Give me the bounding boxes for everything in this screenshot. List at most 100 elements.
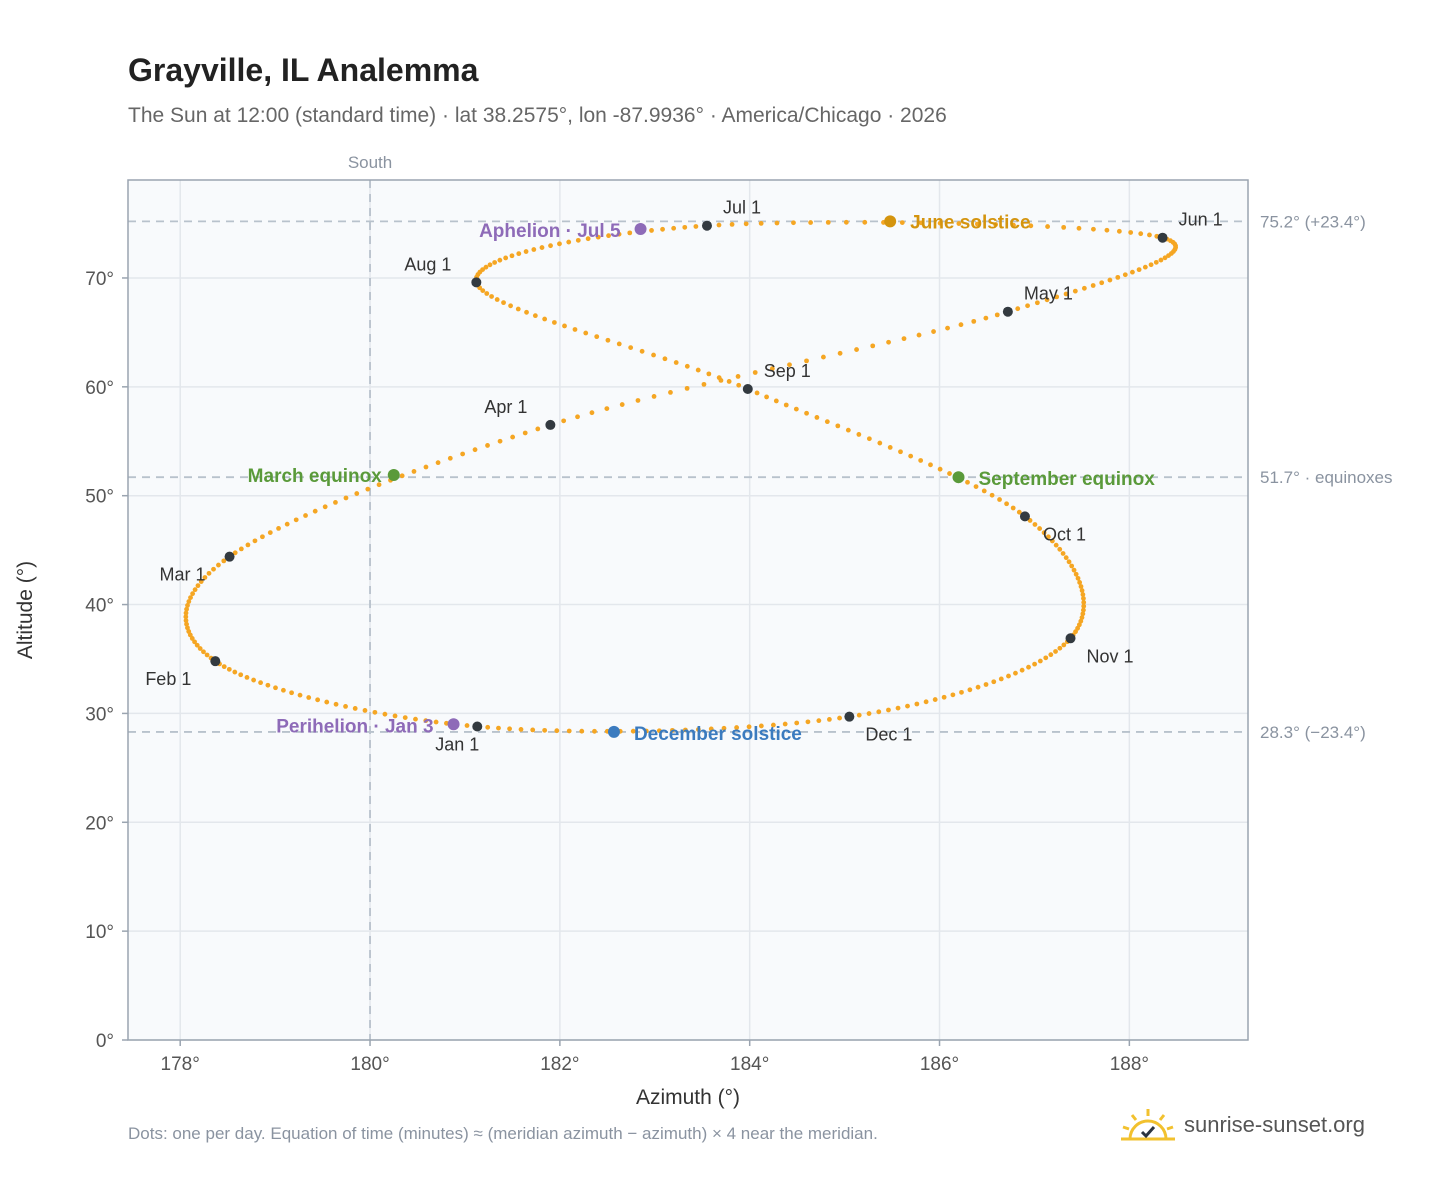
daily-sun-dot <box>997 497 1002 502</box>
daily-sun-dot <box>1081 607 1086 613</box>
daily-sun-dot <box>989 492 995 498</box>
daily-sun-dot <box>862 219 868 225</box>
brand-logo[interactable]: sunrise-sunset.org <box>1120 1102 1365 1148</box>
daily-sun-dot <box>804 410 809 416</box>
daily-sun-dot <box>1032 522 1038 527</box>
daily-sun-dot <box>1080 592 1086 597</box>
daily-sun-dot <box>297 692 303 698</box>
daily-sun-dot <box>1075 575 1081 581</box>
daily-sun-dot <box>1147 232 1152 238</box>
daily-sun-dot <box>192 639 197 645</box>
daily-sun-dot <box>837 350 843 356</box>
daily-sun-dot <box>758 221 764 226</box>
daily-sun-dot <box>293 517 299 523</box>
daily-sun-dot <box>1034 300 1040 306</box>
daily-sun-dot <box>548 243 553 249</box>
y-tick-label: 0° <box>96 1031 114 1052</box>
daily-sun-dot <box>870 343 876 349</box>
reference-line-label: 75.2° (+23.4°) <box>1260 212 1366 231</box>
daily-sun-dot <box>1079 615 1085 620</box>
daily-sun-dot <box>206 570 212 576</box>
daily-sun-dot <box>352 706 358 711</box>
daily-sun-dot <box>649 228 654 233</box>
daily-sun-dot <box>835 423 841 429</box>
daily-sun-dot <box>531 247 537 252</box>
daily-sun-dot <box>194 642 200 648</box>
event-label: March equinox <box>248 466 383 487</box>
daily-sun-dot <box>886 339 891 345</box>
daily-sun-dot <box>561 418 567 424</box>
daily-sun-dot <box>941 694 947 700</box>
daily-sun-dot <box>232 669 238 675</box>
y-tick-label: 60° <box>85 378 114 399</box>
daily-sun-dot <box>1130 269 1135 275</box>
daily-sun-dot <box>232 550 238 556</box>
daily-sun-dot <box>628 345 634 350</box>
y-tick-label: 10° <box>85 922 114 943</box>
daily-sun-dot <box>1053 649 1058 654</box>
daily-sun-dot <box>1069 563 1075 569</box>
daily-sun-dot <box>1142 264 1148 270</box>
daily-sun-dot <box>594 334 600 340</box>
daily-sun-dot <box>1066 559 1072 565</box>
daily-sun-dot <box>1057 645 1063 651</box>
daily-sun-dot <box>866 436 872 442</box>
daily-sun-dot <box>824 419 830 425</box>
daily-sun-dot <box>754 390 760 396</box>
daily-sun-dot <box>684 363 690 369</box>
daily-sun-dot <box>866 711 872 716</box>
daily-sun-dot <box>616 231 622 237</box>
daily-sun-dot <box>575 237 581 243</box>
daily-sun-dot <box>281 687 286 693</box>
daily-sun-dot <box>793 406 799 412</box>
event-label: June solstice <box>910 212 1030 233</box>
x-tick-label: 180° <box>350 1054 389 1075</box>
daily-sun-dot <box>554 728 560 734</box>
daily-sun-dot <box>484 291 490 296</box>
daily-sun-dot <box>1019 667 1025 673</box>
daily-sun-dot <box>433 719 439 725</box>
daily-sun-dot <box>185 603 190 608</box>
daily-sun-dot <box>825 219 831 225</box>
daily-sun-dot <box>787 362 792 368</box>
daily-sun-dot <box>693 224 699 229</box>
daily-sun-dot <box>783 402 789 408</box>
daily-sun-dot <box>1004 501 1009 507</box>
daily-sun-dot <box>605 337 611 343</box>
daily-sun-dot <box>932 697 938 702</box>
daily-sun-dot <box>716 222 722 228</box>
daily-sun-dot <box>204 652 210 658</box>
daily-sun-dot <box>901 336 907 342</box>
daily-sun-dot <box>668 389 673 395</box>
month-marker <box>742 384 753 395</box>
daily-sun-dot <box>343 704 348 709</box>
chart-subtitle: The Sun at 12:00 (standard time) · lat 3… <box>128 104 947 127</box>
daily-sun-dot <box>821 354 826 360</box>
daily-sun-dot <box>322 504 328 510</box>
daily-sun-dot <box>967 687 973 693</box>
daily-sun-dot <box>669 727 675 733</box>
daily-sun-dot <box>195 583 201 589</box>
event-marker <box>447 718 460 731</box>
event-label: Perihelion · Jan 3 <box>276 716 433 737</box>
daily-sun-dot <box>1061 224 1067 230</box>
meridian-label: South <box>348 153 392 172</box>
daily-sun-dot <box>258 680 263 686</box>
y-tick-label: 20° <box>85 813 114 834</box>
daily-sun-dot <box>1115 274 1121 280</box>
daily-sun-dot <box>515 306 521 312</box>
daily-sun-dot <box>413 716 418 722</box>
daily-sun-dot <box>928 462 933 468</box>
daily-sun-dot <box>221 558 227 564</box>
daily-sun-dot <box>1122 272 1128 278</box>
daily-sun-dot <box>606 233 611 239</box>
daily-sun-dot <box>509 253 515 259</box>
daily-sun-dot <box>276 525 281 531</box>
daily-sun-dot <box>402 715 408 720</box>
daily-sun-dot <box>221 664 227 670</box>
x-axis-label: Azimuth (°) <box>636 1086 740 1109</box>
daily-sun-dot <box>524 309 529 315</box>
reference-line-label: 51.7° · equinoxes <box>1260 468 1393 487</box>
daily-sun-dot <box>971 318 977 324</box>
